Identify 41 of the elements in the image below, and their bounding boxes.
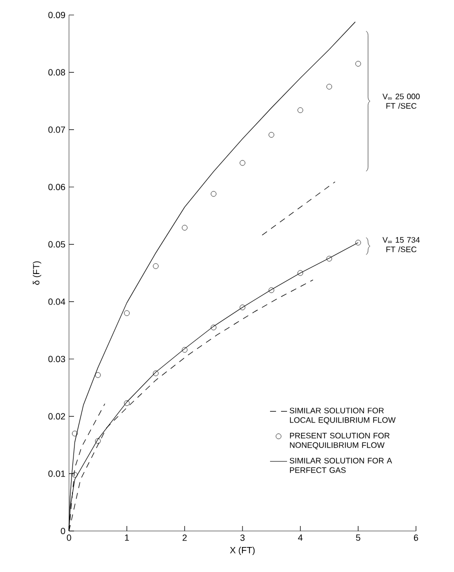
- point: [210, 191, 216, 197]
- y-tick-label: 0.04: [48, 298, 66, 305]
- point: [298, 107, 304, 113]
- point: [182, 347, 188, 353]
- point: [72, 430, 78, 436]
- x-tick-label: 5: [356, 534, 360, 541]
- point: [355, 240, 361, 246]
- x-tick-label: 1: [125, 534, 129, 541]
- y-tick-label: 0.07: [48, 126, 66, 133]
- x-tick-label: 6: [414, 534, 418, 541]
- point: [95, 438, 101, 444]
- point: [326, 256, 332, 262]
- y-tick-label: 0.02: [48, 413, 66, 420]
- x-axis-title: X (FT): [230, 546, 255, 556]
- x-tick-label: 4: [298, 534, 303, 541]
- y-tick-label: 0.05: [48, 241, 66, 248]
- point: [210, 324, 216, 330]
- point: [124, 400, 130, 406]
- point: [240, 160, 246, 166]
- point: [298, 270, 304, 276]
- y-tick-label: 0.08: [48, 69, 66, 76]
- y-tick-label: 0.06: [48, 184, 66, 190]
- point: [124, 310, 130, 316]
- point: [152, 263, 159, 269]
- point: [268, 287, 274, 293]
- y-axis-title: δ (FT): [32, 261, 42, 285]
- point: [326, 84, 332, 90]
- y-tick-label: 0.09: [48, 12, 66, 18]
- y-tick-label: 0: [60, 528, 66, 534]
- y-tick-label: 0.01: [48, 470, 66, 477]
- x-tick-label: 3: [240, 534, 245, 541]
- y-tick-label: 0.03: [48, 356, 66, 362]
- point: [268, 132, 274, 138]
- point: [355, 60, 361, 67]
- point: [72, 472, 78, 478]
- point: [152, 370, 159, 376]
- point: [240, 304, 246, 310]
- point: [182, 224, 188, 231]
- x-tick-label: 0: [66, 534, 72, 541]
- x-tick-label: 2: [182, 534, 187, 541]
- point: [95, 372, 101, 378]
